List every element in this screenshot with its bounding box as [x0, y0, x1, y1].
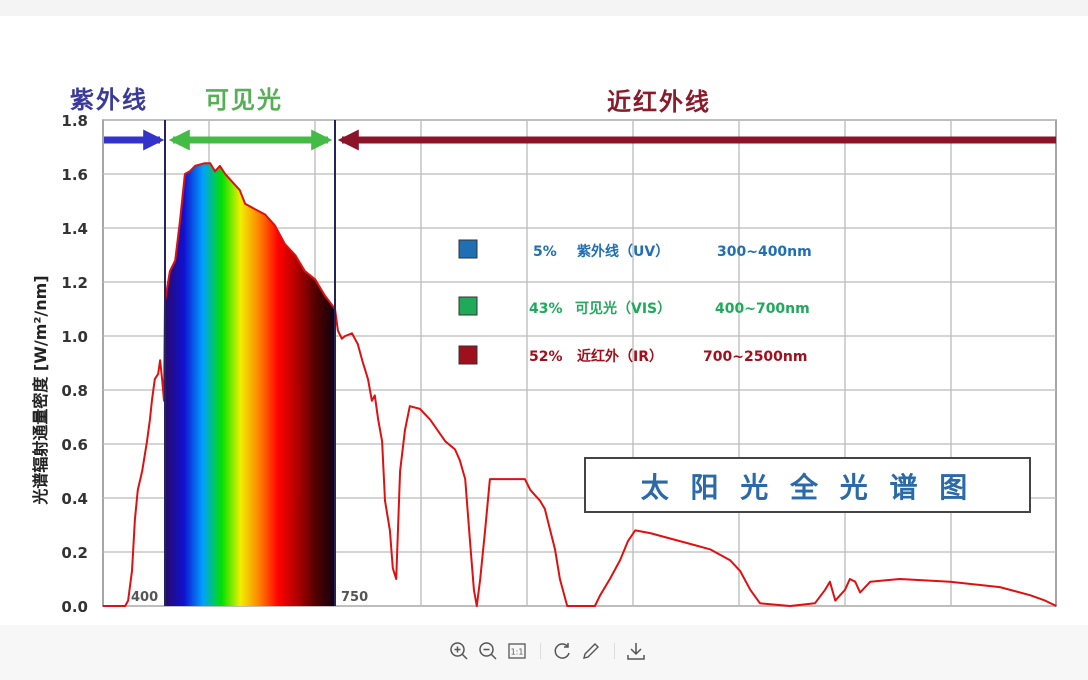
y-ticks: 0.0 0.2 0.4 0.6 0.8 1.0 1.2 1.4 1.6 1.8 — [61, 112, 88, 616]
legend: 5% 紫外线（UV） 300~400nm 43% 可见光（VIS） 400~700nm … — [458, 239, 812, 365]
legend-text-vis: 43% 可见光（VIS） 400~700nm — [529, 300, 810, 317]
legend-text-ir: 52% 近红外（IR） 700~2500nm — [529, 348, 807, 365]
viewer-toolbar: 1:1 — [0, 625, 1088, 680]
actual-size-icon: 1:1 — [508, 643, 526, 659]
y-tick-label: 1.4 — [61, 220, 88, 238]
rotate-button[interactable] — [550, 639, 574, 663]
y-tick-label: 0.4 — [61, 490, 88, 508]
legend-swatch-uv — [458, 239, 478, 259]
zoom-out-icon — [479, 642, 497, 660]
edit-button[interactable] — [579, 639, 603, 663]
title-box — [584, 457, 1031, 513]
legend-swatch-ir — [458, 345, 478, 365]
edit-pencil-icon — [583, 643, 599, 659]
y-axis-label: 光谱辐射通量密度 [W/m²/nm] — [31, 275, 50, 505]
download-icon — [627, 643, 645, 660]
y-tick-label: 1.2 — [61, 274, 88, 292]
y-tick-label: 1.8 — [61, 112, 88, 130]
spectrum-curve — [102, 162, 1057, 607]
y-tick-label: 1.0 — [61, 328, 88, 346]
region-label-visible: 可见光 — [205, 86, 283, 114]
y-tick-label: 0.0 — [61, 598, 88, 616]
y-tick-label: 0.2 — [61, 544, 88, 562]
svg-text:1:1: 1:1 — [511, 648, 524, 657]
legend-text-uv: 5% 紫外线（UV） 300~400nm — [533, 243, 812, 260]
rotate-icon — [554, 643, 570, 659]
y-tick-label: 0.6 — [61, 436, 88, 454]
chart-title: 太 阳 光 全 光 谱 图 — [641, 471, 974, 504]
zoom-in-button[interactable] — [447, 639, 471, 663]
region-label-ir: 近红外线 — [607, 88, 711, 116]
legend-swatch-vis — [458, 296, 478, 316]
toolbar-separator — [540, 643, 541, 659]
y-tick-label: 1.6 — [61, 166, 88, 184]
toolbar-separator — [614, 643, 615, 659]
marker-400: 400 — [131, 590, 158, 605]
download-button[interactable] — [624, 639, 648, 663]
marker-750: 750 — [341, 590, 368, 605]
y-tick-label: 0.8 — [61, 382, 88, 400]
zoom-out-button[interactable] — [476, 639, 500, 663]
actual-size-button[interactable]: 1:1 — [505, 639, 529, 663]
image-viewer: 0.0 0.2 0.4 0.6 0.8 1.0 1.2 1.4 1.6 1.8 400 750 光… — [0, 16, 1088, 625]
region-label-uv: 紫外线 — [70, 86, 148, 114]
solar-spectrum-chart: 0.0 0.2 0.4 0.6 0.8 1.0 1.2 1.4 1.6 1.8 400 750 光… — [31, 112, 1057, 616]
zoom-in-icon — [450, 642, 468, 660]
